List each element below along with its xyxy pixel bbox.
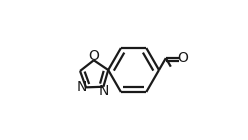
Text: N: N	[99, 84, 109, 98]
Text: O: O	[88, 49, 99, 63]
Text: O: O	[177, 51, 188, 65]
Text: N: N	[77, 80, 87, 94]
